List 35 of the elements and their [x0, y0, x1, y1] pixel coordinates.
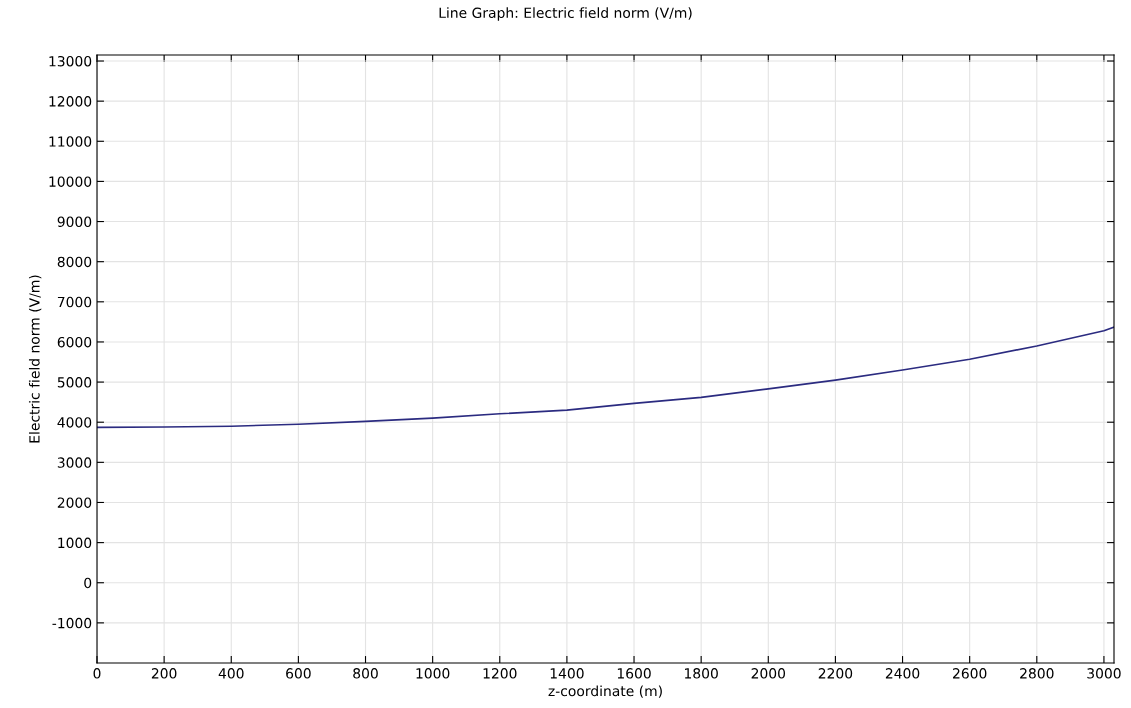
y-tick-label: 3000 [57, 457, 92, 468]
x-axis-title: z-coordinate (m) [548, 685, 662, 698]
x-tick-label: 2600 [953, 668, 987, 679]
x-tick-label: 0 [93, 668, 101, 679]
x-tick-label: 2400 [885, 668, 920, 679]
chart-title: Line Graph: Electric field norm (V/m) [439, 7, 692, 21]
y-tick-label: 4000 [57, 417, 92, 428]
x-tick-label: 1800 [685, 668, 718, 679]
x-tick-label: 1400 [550, 668, 584, 679]
y-tick-label: 2000 [57, 497, 92, 508]
x-tick-label: 400 [218, 668, 244, 679]
y-tick-label: 11000 [49, 136, 92, 147]
y-tick-label: 0 [84, 577, 92, 589]
x-tick-label: 200 [151, 668, 177, 679]
y-axis-title: Electric field norm (V/m) [28, 275, 42, 443]
x-tick-label: 1600 [617, 668, 651, 679]
y-tick-label: 6000 [57, 336, 92, 348]
x-tick-label: 800 [353, 668, 378, 679]
y-tick-label: 8000 [57, 256, 92, 268]
x-tick-label: 600 [286, 668, 311, 679]
y-tick-label: -1000 [52, 617, 92, 629]
x-tick-label: 3000 [1087, 668, 1121, 679]
x-tick-label: 2200 [818, 668, 853, 679]
x-tick-label: 2000 [751, 668, 786, 679]
y-tick-label: 9000 [57, 216, 92, 228]
y-tick-label: 7000 [57, 296, 92, 308]
y-tick-label: 12000 [49, 96, 92, 107]
x-tick-label: 2800 [1020, 668, 1054, 679]
line-series [97, 326, 1114, 429]
y-tick-label: 10000 [49, 176, 92, 187]
x-tick-label: 1000 [416, 668, 450, 679]
y-tick-label: 13000 [49, 55, 92, 67]
y-tick-label: 5000 [57, 377, 92, 388]
y-tick-label: 1000 [58, 537, 92, 549]
x-tick-label: 1200 [483, 668, 517, 679]
